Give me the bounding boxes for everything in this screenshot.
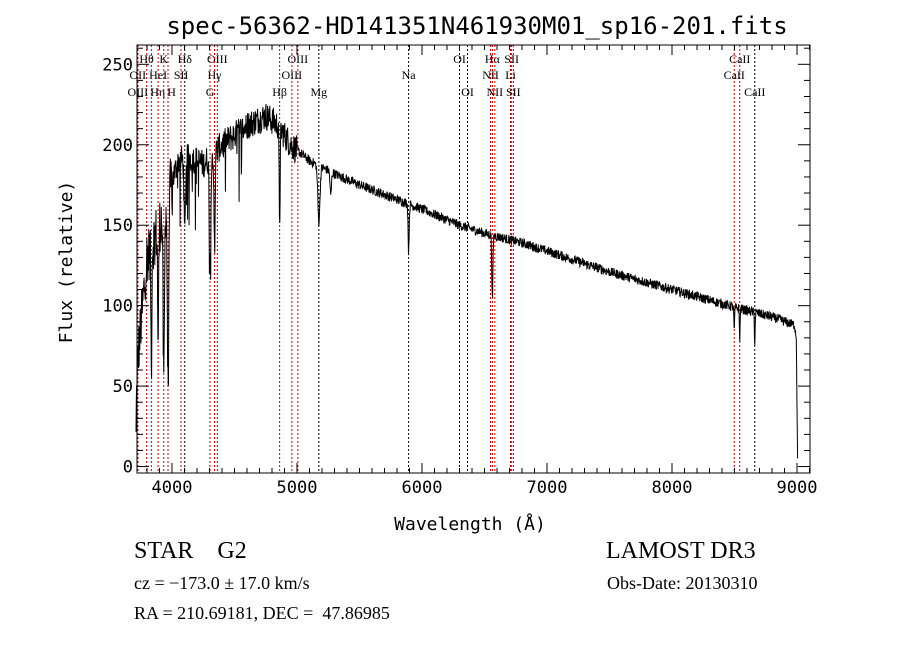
redshift-velocity: cz = −173.0 ± 17.0 km/s: [134, 573, 310, 593]
chart-title: spec-56362-HD141351N461930M01_sp16-201.f…: [166, 12, 787, 40]
spectrum-line: [135, 103, 799, 459]
y-tick-label: 50: [113, 377, 133, 397]
y-tick-label: 250: [102, 55, 133, 75]
line-label: K: [159, 52, 168, 66]
line-label: NII: [487, 85, 504, 99]
y-tick-label: 0: [123, 458, 133, 478]
line-label: OIII: [128, 85, 149, 99]
line-label: OI: [461, 85, 474, 99]
line-label: OI: [453, 52, 466, 66]
x-tick-label: 5000: [277, 478, 318, 498]
line-label: Hδ: [178, 52, 193, 66]
line-label: SII: [506, 85, 521, 99]
line-label: OIII: [282, 68, 303, 82]
line-label: CaII: [744, 85, 765, 99]
line-label: Hβ: [272, 85, 287, 99]
line-label: HeI: [149, 68, 167, 82]
x-tick-label: 6000: [402, 478, 443, 498]
line-label: Hη: [150, 85, 165, 99]
line-label: CaII: [724, 68, 745, 82]
line-label: Mg: [311, 85, 328, 99]
y-axis-label: Flux (relative): [56, 181, 77, 344]
line-label: SII: [504, 52, 519, 66]
line-label: CaII: [729, 52, 750, 66]
x-axis-label: Wavelength (Å): [394, 513, 546, 535]
y-tick-label: 150: [102, 216, 133, 236]
survey-name: LAMOST DR3: [606, 538, 756, 564]
x-tick-label: 9000: [777, 478, 818, 498]
plot-frame: [136, 44, 811, 474]
line-label: OIII: [288, 52, 309, 66]
y-tick-label: 200: [102, 136, 133, 156]
coordinates: RA = 210.69181, DEC = 47.86985: [134, 603, 390, 623]
line-label: NII: [482, 68, 499, 82]
line-label: SII: [174, 68, 189, 82]
spectrum-series: [135, 103, 799, 459]
observation-date: Obs-Date: 20130310: [607, 573, 758, 593]
line-label: OIII: [207, 52, 228, 66]
x-tick-label: 4000: [152, 478, 193, 498]
line-label: Hθ: [139, 52, 154, 66]
line-label: Li: [505, 68, 516, 82]
line-label: Na: [402, 68, 417, 82]
object-class: STAR G2: [134, 538, 247, 564]
x-tick-label: 8000: [652, 478, 693, 498]
line-label: Hγ: [208, 68, 223, 82]
line-label: Hα: [485, 52, 501, 66]
line-label: H: [167, 85, 176, 99]
line-label: G: [206, 85, 215, 99]
y-tick-label: 100: [102, 297, 133, 317]
axes: 4000 5000 6000 7000 8000 9000 0 50 100 150 200 250: [102, 44, 818, 498]
x-tick-label: 7000: [527, 478, 568, 498]
